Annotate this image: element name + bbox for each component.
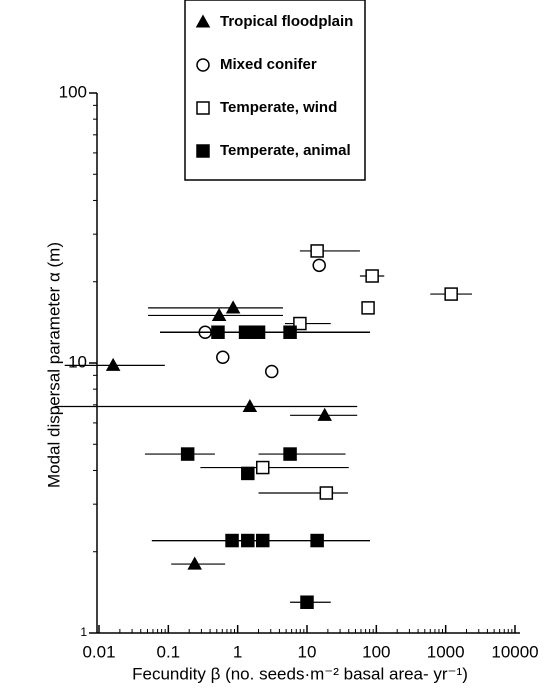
- data-point: [241, 533, 255, 548]
- legend-label: Tropical floodplain: [220, 13, 353, 30]
- data-point: [317, 407, 332, 421]
- data-point: [187, 556, 202, 570]
- legend-marker: [195, 14, 211, 28]
- legend-label: Mixed conifer: [220, 56, 317, 73]
- legend-label: Temperate, wind: [220, 99, 337, 116]
- data-point: [255, 460, 270, 475]
- data-point: [361, 301, 375, 315]
- data-point: [255, 533, 270, 548]
- data-point: [211, 325, 225, 339]
- data-point: [251, 325, 266, 339]
- x-tick-label: 0.1: [157, 642, 181, 661]
- x-tick-label: 100: [362, 642, 390, 661]
- data-point: [283, 447, 297, 461]
- legend-marker: [196, 101, 210, 115]
- legend-label: Temperate, animal: [220, 142, 351, 159]
- data-point: [264, 364, 279, 379]
- data-point: [293, 316, 307, 331]
- data-point: [444, 287, 458, 301]
- y-axis-label: Modal dispersal parameter α (m): [44, 242, 63, 488]
- data-point: [238, 325, 253, 339]
- x-axis-label: Fecundity β (no. seeds·m⁻² basal area- y…: [132, 664, 468, 683]
- data-point: [310, 244, 324, 258]
- data-point: [216, 350, 230, 365]
- data-point: [225, 533, 239, 548]
- data-point: [211, 307, 227, 322]
- data-point: [180, 447, 195, 461]
- x-tick-label: 0.01: [82, 642, 115, 661]
- legend-marker: [196, 144, 210, 158]
- data-point: [225, 300, 241, 314]
- data-point: [105, 357, 121, 371]
- data-point: [283, 325, 297, 339]
- y-tick-label: 100: [59, 82, 87, 101]
- data-point: [242, 398, 258, 413]
- data-point: [312, 258, 326, 273]
- legend-box: [184, 0, 366, 181]
- data-point: [319, 486, 334, 500]
- data-point: [310, 533, 324, 548]
- data-point: [241, 466, 255, 481]
- x-tick-label: 1000: [427, 642, 465, 661]
- x-tick-label: 10: [298, 642, 317, 661]
- legend-marker: [196, 58, 210, 72]
- data-point: [365, 269, 379, 283]
- x-tick-label: 1: [233, 642, 242, 661]
- data-point: [300, 595, 314, 609]
- x-tick-label: 10000: [491, 642, 538, 661]
- y-tick-label: 1: [80, 625, 87, 639]
- y-tick-label: 10: [68, 352, 87, 371]
